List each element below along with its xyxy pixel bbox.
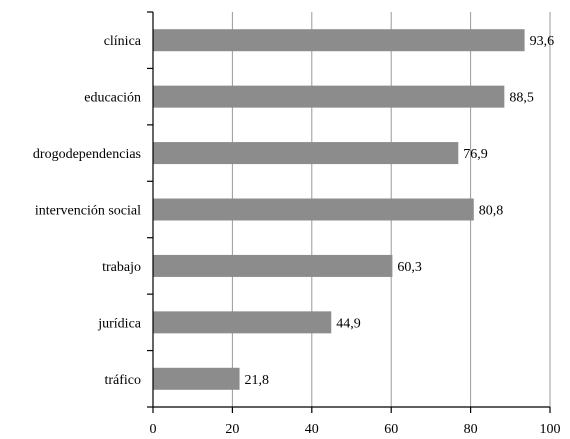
x-tick-label: 20 bbox=[225, 422, 239, 437]
data-label: 60,3 bbox=[397, 260, 422, 275]
data-label: 76,9 bbox=[463, 147, 488, 162]
category-label: drogodependencias bbox=[33, 147, 141, 162]
axis-layer bbox=[147, 11, 551, 413]
data-label: 93,6 bbox=[530, 34, 555, 49]
data-label: 21,8 bbox=[245, 373, 270, 388]
bar-layer bbox=[153, 29, 525, 390]
bar bbox=[153, 367, 240, 390]
label-layer: 0 20 40 60 80 100 clínica 93,6 educación 88,5 drog… bbox=[33, 34, 561, 437]
category-label: jurídica bbox=[97, 316, 142, 331]
category-label: intervención social bbox=[35, 204, 141, 219]
x-tick-label: 60 bbox=[384, 422, 398, 437]
bar bbox=[153, 85, 505, 108]
x-tick-label: 40 bbox=[305, 422, 319, 437]
data-label: 44,9 bbox=[336, 316, 361, 331]
category-label: trabajo bbox=[102, 260, 141, 275]
x-tick-label: 100 bbox=[540, 422, 561, 437]
bar bbox=[153, 198, 474, 221]
category-label: clínica bbox=[104, 34, 142, 49]
x-tick-label: 80 bbox=[464, 422, 478, 437]
bar bbox=[153, 254, 393, 277]
category-label: educación bbox=[84, 91, 141, 106]
bar bbox=[153, 142, 459, 165]
category-label: tráfico bbox=[104, 373, 141, 388]
data-label: 88,5 bbox=[509, 91, 533, 106]
bar bbox=[153, 29, 525, 52]
x-tick-label: 0 bbox=[150, 422, 157, 437]
data-label: 80,8 bbox=[479, 204, 504, 219]
bar bbox=[153, 311, 332, 334]
